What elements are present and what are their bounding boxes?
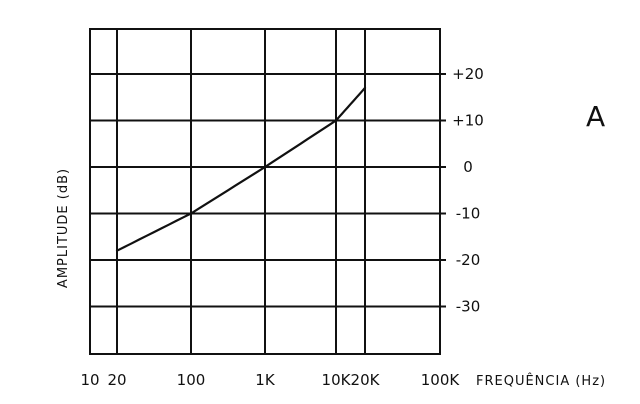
series-group xyxy=(115,86,367,252)
y-tick-label: -10 xyxy=(456,205,481,223)
x-tick-label: 20K xyxy=(351,371,381,389)
grid xyxy=(90,29,446,354)
x-tick-label: 1K xyxy=(255,371,276,389)
y-axis-title: AMPLITUDE (dB) xyxy=(56,168,71,288)
x-tick-label: 100K xyxy=(421,371,461,389)
y-tick-label: +20 xyxy=(452,65,484,83)
x-tick-label: 10K xyxy=(322,371,352,389)
y-tick-label: 0 xyxy=(463,158,473,176)
y-tick-label: -30 xyxy=(456,298,481,316)
plot-frame xyxy=(89,28,441,355)
series-line-0 xyxy=(115,86,367,252)
x-tick-label: 100 xyxy=(177,371,206,389)
y-tick-labels: +20 +10 0 -10 -20 -30 xyxy=(452,65,484,316)
y-tick-label: +10 xyxy=(452,112,484,130)
x-tick-label: 20 xyxy=(107,371,126,389)
y-tick-label: -20 xyxy=(456,251,481,269)
x-tick-label: 10 xyxy=(80,371,99,389)
x-axis-title: FREQUÊNCIA (Hz) xyxy=(476,373,606,389)
x-tick-labels: 10 20 100 1K 10K 20K 100K xyxy=(80,371,460,389)
panel-label: A xyxy=(586,100,605,133)
